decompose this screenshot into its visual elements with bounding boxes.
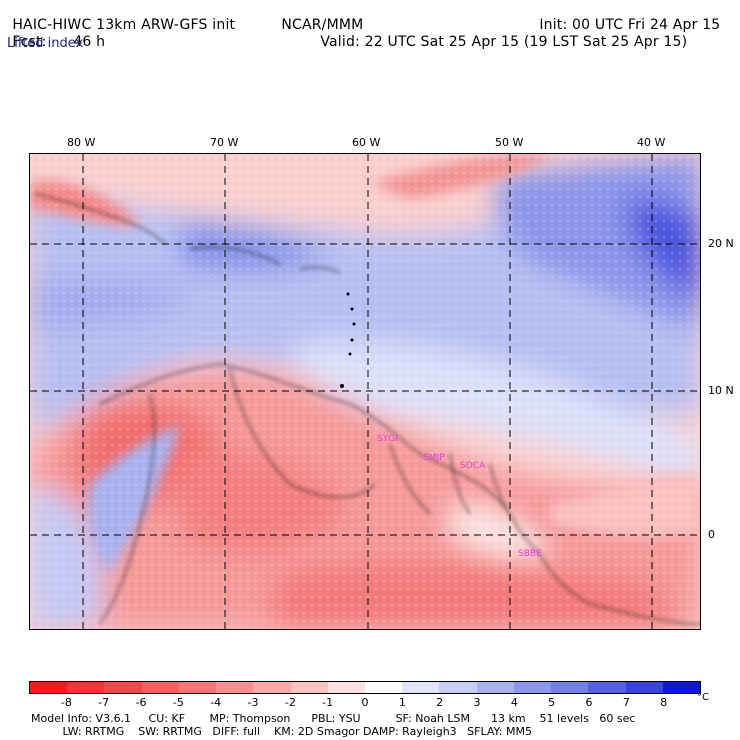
colorbar-swatch	[513, 682, 552, 693]
colorbar-label: 1	[398, 696, 406, 709]
colorbar-swatch	[67, 682, 105, 693]
colorbar-swatch	[551, 682, 589, 693]
fcst-value: 46 h	[73, 34, 106, 50]
colorbar-label: 5	[548, 696, 556, 709]
colorbar-label: -1	[322, 696, 334, 709]
colorbar-swatch	[178, 682, 217, 693]
lat-label-0: 0	[708, 528, 715, 541]
lon-label-70w: 70 W	[210, 136, 239, 149]
lon-label-80w: 80 W	[67, 136, 96, 149]
island-lesser-antilles-3	[352, 322, 356, 326]
colorbar-label: -7	[98, 696, 110, 709]
colorbar-label: -6	[135, 696, 147, 709]
lifted-index-map: SYGI SMJP SOCA SBBE	[30, 154, 700, 629]
border-venezuela	[229, 368, 376, 498]
colorbar-label: -8	[60, 696, 72, 709]
fcst-label: Fcst:	[12, 34, 47, 50]
colorbar-swatch	[588, 682, 626, 693]
model-info-line-1: Model Info: V3.6.1 CU: KF MP: Thompson P…	[31, 712, 636, 725]
colorbar-label: -4	[210, 696, 222, 709]
colorbar-swatch	[625, 682, 663, 693]
colorbar-swatch	[104, 682, 142, 693]
lon-label-40w: 40 W	[637, 136, 666, 149]
station-smjp: SMJP	[423, 453, 445, 463]
coastline-south-america	[99, 363, 700, 625]
colorbar-label: -3	[247, 696, 259, 709]
border-colombia	[99, 393, 155, 625]
station-soca: SOCA	[460, 461, 486, 471]
colorbar-label: 2	[436, 696, 444, 709]
colorbar-label: 0	[361, 696, 369, 709]
center-label: NCAR/MMM	[281, 17, 364, 33]
colorbar-swatch	[364, 682, 403, 693]
colorbar-swatch	[327, 682, 365, 693]
island-trinidad	[340, 384, 344, 388]
colorbar-swatch	[141, 682, 179, 693]
island-lesser-antilles-5	[348, 352, 352, 356]
valid-time: Valid: 22 UTC Sat 25 Apr 15 (19 LST Sat …	[320, 34, 688, 50]
colorbar-unit: °C	[697, 692, 709, 703]
colorbar-label: 7	[622, 696, 630, 709]
lat-label-10n: 10 N	[708, 384, 734, 397]
island-lesser-antilles-1	[346, 292, 350, 296]
init-time: Init: 00 UTC Fri 24 Apr 15	[539, 17, 721, 33]
colorbar-label: 8	[660, 696, 668, 709]
lon-label-50w: 50 W	[495, 136, 524, 149]
lat-label-20n: 20 N	[708, 237, 734, 250]
coastline-puerto-rico	[299, 267, 341, 273]
colorbar-swatch	[216, 682, 254, 693]
colorbar-swatch	[402, 682, 440, 693]
island-lesser-antilles-2	[350, 307, 354, 311]
border-guianas	[389, 443, 511, 515]
field-name: Lifted index	[7, 36, 84, 51]
colorbar-swatch	[662, 682, 700, 693]
colorbar-label: -2	[284, 696, 296, 709]
colorbar-label: 4	[510, 696, 518, 709]
colorbar	[29, 681, 701, 694]
colorbar-swatch	[439, 682, 477, 693]
model-info-line-2: LW: RRTMG SW: RRTMG DIFF: full KM: 2D Sm…	[31, 725, 532, 738]
colorbar-swatch	[253, 682, 291, 693]
colorbar-swatch	[30, 682, 68, 693]
lon-label-60w: 60 W	[352, 136, 381, 149]
station-sygi: SYGI	[377, 434, 398, 444]
colorbar-label: 6	[585, 696, 593, 709]
station-sbbe: SBBE	[518, 549, 542, 559]
colorbar-swatch	[290, 682, 328, 693]
coastline-hispaniola	[189, 246, 281, 265]
coastline-cuba	[34, 193, 166, 245]
island-lesser-antilles-4	[350, 338, 354, 342]
colorbar-label: -5	[172, 696, 184, 709]
model-title: HAIC-HIWC 13km ARW-GFS init	[12, 17, 236, 33]
colorbar-label: 3	[473, 696, 481, 709]
colorbar-swatch	[476, 682, 514, 693]
map-panel: SYGI SMJP SOCA SBBE	[29, 153, 701, 630]
